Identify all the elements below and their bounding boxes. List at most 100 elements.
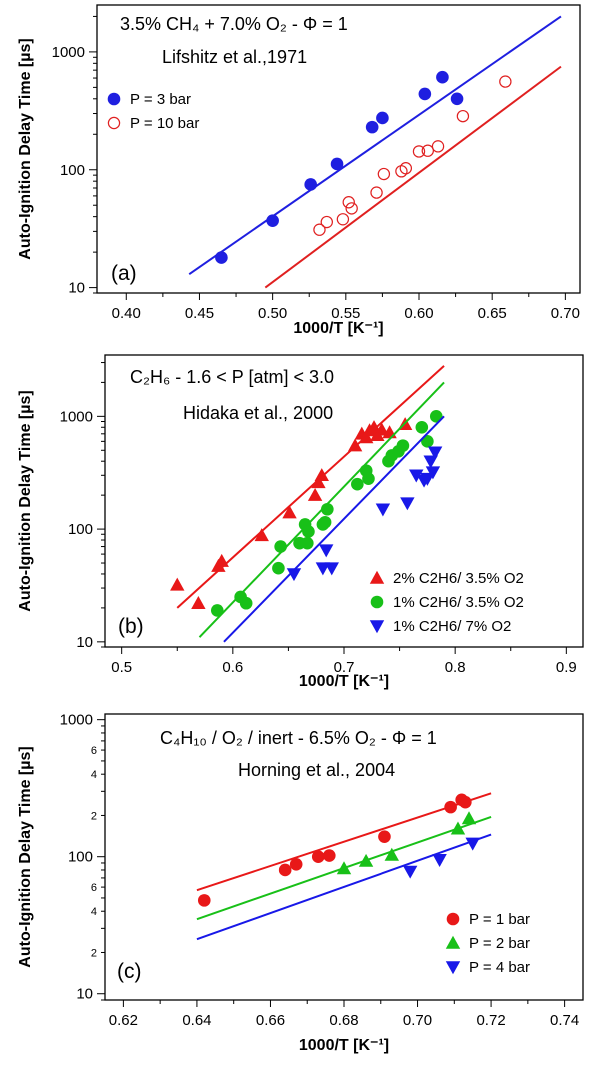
legend-marker — [370, 595, 384, 609]
data-point — [431, 140, 445, 153]
chart-annotation: 3.5% CH₄ + 7.0% O₂ - Φ = 1 — [120, 14, 348, 34]
data-point — [415, 420, 429, 434]
fit-line — [188, 15, 562, 276]
legend-marker — [369, 620, 385, 634]
data-point — [412, 145, 426, 158]
data-point — [311, 475, 326, 489]
data-point — [319, 544, 334, 558]
data-point — [456, 109, 470, 123]
data-point — [370, 186, 383, 199]
data-point — [396, 439, 410, 452]
legend-marker — [107, 116, 121, 130]
y-minor-tick-label: 4 — [91, 769, 97, 781]
data-point — [425, 466, 441, 480]
x-tick-label: 0.8 — [445, 659, 466, 676]
data-point — [301, 536, 314, 550]
data-point — [170, 577, 185, 591]
data-point — [399, 162, 413, 175]
data-point — [254, 528, 269, 542]
y-tick-label: 100 — [68, 849, 93, 866]
plot-frame — [96, 4, 581, 294]
fit-line — [223, 415, 445, 643]
legend-label: P = 10 bar — [130, 115, 199, 132]
legend-label: P = 2 bar — [469, 935, 530, 952]
data-point — [239, 596, 253, 610]
x-axis-title: 1000/T [K⁻¹] — [293, 320, 383, 337]
data-point — [459, 795, 472, 809]
x-tick-label: 0.60 — [404, 305, 433, 322]
x-tick-label: 0.68 — [329, 1012, 358, 1029]
y-tick-label: 10 — [68, 280, 85, 297]
panel-label: (c) — [117, 960, 142, 983]
data-point — [418, 87, 432, 101]
data-point — [266, 214, 279, 227]
data-point — [375, 503, 391, 517]
y-tick-label: 100 — [60, 162, 85, 179]
fit-line — [264, 65, 562, 289]
data-point — [432, 853, 447, 867]
data-point — [197, 894, 211, 907]
legend-marker — [445, 935, 461, 949]
y-tick-label: 1000 — [60, 408, 93, 425]
x-tick-label: 0.70 — [403, 1012, 432, 1029]
legend-label: 1% C2H6/ 7% O2 — [393, 618, 511, 635]
x-tick-label: 0.45 — [185, 305, 214, 322]
fit-line — [196, 833, 492, 941]
panel-label: (b) — [118, 615, 144, 638]
data-point — [191, 596, 206, 609]
data-point — [421, 144, 434, 157]
y-minor-tick-label: 2 — [91, 947, 97, 959]
x-tick-label: 0.40 — [112, 305, 141, 322]
data-point — [450, 821, 466, 835]
legend-label: P = 4 bar — [469, 959, 530, 976]
data-point — [210, 604, 224, 617]
data-point — [421, 435, 434, 448]
data-point — [330, 157, 344, 171]
data-point — [362, 472, 375, 485]
x-tick-label: 0.62 — [109, 1012, 138, 1029]
data-point — [400, 497, 415, 511]
panel-label: (a) — [111, 262, 137, 285]
y-tick-label: 10 — [76, 986, 93, 1003]
data-point — [420, 472, 435, 486]
y-axis-title: Auto-Ignition Delay Time [µs] — [17, 390, 34, 611]
x-tick-label: 0.6 — [222, 659, 243, 676]
plot-frame — [104, 713, 584, 1001]
data-point — [311, 850, 325, 864]
legend-label: P = 3 bar — [130, 91, 191, 108]
data-point — [429, 410, 443, 423]
x-axis-title: 1000/T [K⁻¹] — [299, 1037, 389, 1054]
legend-label: P = 1 bar — [469, 911, 530, 928]
chart-annotation: Lifshitz et al.,1971 — [162, 47, 307, 67]
y-axis-title: Auto-Ignition Delay Time [µs] — [17, 38, 34, 259]
x-tick-label: 0.55 — [331, 305, 360, 322]
data-point — [409, 469, 424, 483]
data-point — [376, 111, 389, 125]
x-tick-label: 0.5 — [111, 659, 132, 676]
data-point — [313, 223, 326, 236]
y-axis-title: Auto-Ignition Delay Time [µs] — [17, 746, 34, 967]
x-tick-label: 0.7 — [334, 659, 355, 676]
data-point — [465, 837, 480, 851]
data-point — [278, 863, 292, 877]
data-point — [286, 568, 302, 582]
data-point — [461, 811, 477, 825]
data-point — [322, 849, 336, 862]
data-point — [324, 562, 339, 576]
data-point — [215, 251, 228, 264]
data-point — [436, 70, 449, 84]
panel-1: 0.5 0.6 0.7 0.8 0.9 10 100 1000 1000/T [K⁻¹] Auto… — [17, 354, 584, 690]
data-point — [345, 202, 358, 215]
data-point — [214, 553, 229, 567]
chart-annotation: Hidaka et al., 2000 — [183, 403, 333, 423]
data-point — [377, 167, 391, 181]
data-point — [427, 446, 443, 460]
y-tick-label: 100 — [68, 521, 93, 538]
data-point — [450, 92, 464, 106]
legend-marker — [107, 92, 121, 106]
chart-annotation: C₄H₁₀ / O₂ / inert - 6.5% O₂ - Φ = 1 — [160, 728, 437, 748]
data-point — [351, 477, 364, 491]
data-point — [359, 430, 374, 444]
data-point — [272, 561, 285, 575]
